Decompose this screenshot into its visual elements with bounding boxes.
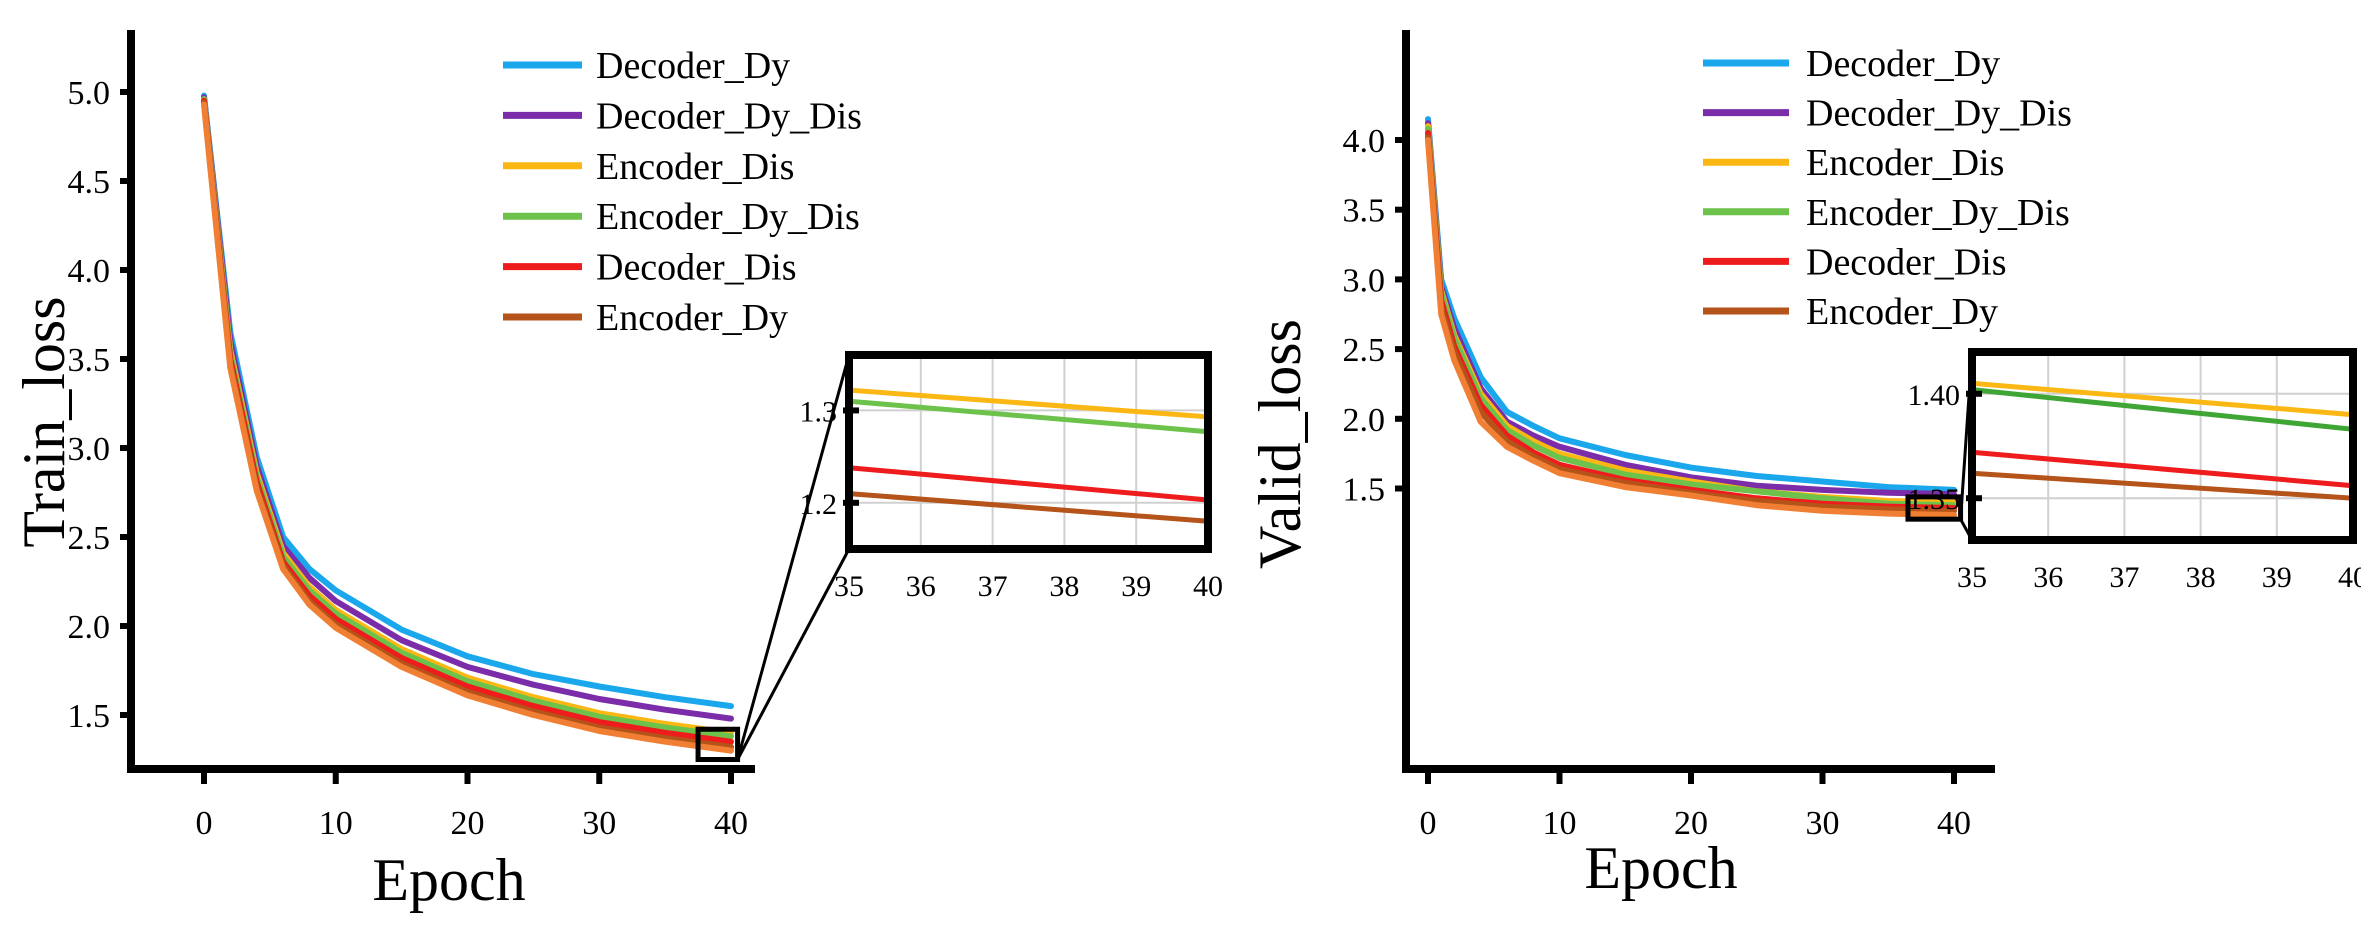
valid-legend-label: Encoder_Dy xyxy=(1806,291,1998,333)
train-y-tick-label: 2.5 xyxy=(68,520,111,557)
train-y-axis-title: Train_loss xyxy=(11,296,77,547)
train-x-tick-label: 30 xyxy=(582,805,616,842)
valid-y-tick-label: 2.5 xyxy=(1343,332,1386,369)
train-legend-label: Encoder_Dis xyxy=(596,146,794,188)
valid-inset-frame xyxy=(1968,348,2357,544)
valid-inset-x-tick-label: 39 xyxy=(2262,561,2292,594)
train-series-line-decoder-dy-dis xyxy=(201,94,734,722)
valid-legend-label: Decoder_Dis xyxy=(1806,241,2006,283)
train-inset-x-tick-label: 35 xyxy=(834,570,864,603)
valid-legend-label: Decoder_Dy_Dis xyxy=(1806,93,2072,135)
valid-inset-series-line-encoder-dy xyxy=(1971,470,2354,501)
valid-y-tick-label: 2.0 xyxy=(1343,402,1386,439)
valid-legend-label: Encoder_Dis xyxy=(1806,142,2004,184)
valid-x-tick-label: 0 xyxy=(1420,805,1437,842)
valid-y-tick-label: 3.0 xyxy=(1343,262,1386,299)
train-series-line-unlabeled xyxy=(201,101,734,754)
valid-inset-x-tick-label: 37 xyxy=(2109,561,2139,594)
train-series-line-encoder-dis xyxy=(201,96,734,736)
valid-inset-x-tick-label: 36 xyxy=(2033,561,2063,594)
valid-legend-label: Decoder_Dy xyxy=(1806,43,2000,85)
train-x-tick-label: 20 xyxy=(451,805,485,842)
train-inset-x-tick-label: 40 xyxy=(1193,570,1223,603)
valid-inset-x-tick-label: 40 xyxy=(2338,561,2361,594)
train-zoom-connector xyxy=(736,354,851,760)
train-inset-series-line-encoder-dy xyxy=(848,491,1209,524)
train-legend-label: Encoder_Dy xyxy=(596,297,788,339)
train-x-tick-label: 0 xyxy=(196,805,213,842)
valid-inset-series-line-decoder-dis xyxy=(1971,449,2354,489)
train-inset-series-line-encoder-dy-dis xyxy=(848,398,1209,435)
valid-inset-series-line-encoder-dy-dis xyxy=(1971,387,2354,432)
train-inset-x-tick-label: 39 xyxy=(1121,570,1151,603)
train-legend-label: Decoder_Dis xyxy=(596,247,796,289)
train-x-tick-label: 10 xyxy=(319,805,353,842)
valid-x-tick-label: 30 xyxy=(1806,805,1840,842)
train-y-tick-label: 2.0 xyxy=(68,609,111,646)
train-y-tick-label: 3.0 xyxy=(68,431,111,468)
valid-y-tick-label: 1.5 xyxy=(1343,472,1386,509)
valid-x-tick-label: 10 xyxy=(1543,805,1577,842)
valid-y-tick-label: 3.5 xyxy=(1343,193,1386,230)
train-legend-label: Decoder_Dy_Dis xyxy=(596,95,862,137)
train-inset-series-line-decoder-dis xyxy=(848,465,1209,503)
valid-x-tick-label: 20 xyxy=(1674,805,1708,842)
train-y-tick-label: 3.5 xyxy=(68,342,111,379)
train-series-line-encoder-dy-dis xyxy=(201,96,734,740)
train-y-tick-label: 1.5 xyxy=(68,698,111,735)
train-zoom-box xyxy=(695,726,741,762)
train-y-tick-label: 5.0 xyxy=(68,75,111,112)
train-zoom-connector xyxy=(736,548,851,761)
train-legend-label: Encoder_Dy_Dis xyxy=(596,196,860,238)
valid-x-tick-label: 40 xyxy=(1937,805,1971,842)
train-inset-x-tick-label: 37 xyxy=(978,570,1008,603)
train-legend-label: Decoder_Dy xyxy=(596,45,790,87)
valid-inset-y-tick-label: 1.35 xyxy=(1908,483,1961,516)
train-x-tick-label: 40 xyxy=(714,805,748,842)
valid-loss-panel: Epoch Valid_loss 1.5 2.0 2.5 3.0 3.5 4.0 0 10 20… xyxy=(1247,30,2361,901)
valid-y-tick-label: 4.0 xyxy=(1343,123,1386,160)
valid-series-line-unlabeled xyxy=(1425,137,1957,518)
train-inset-series-line-encoder-dis xyxy=(848,387,1209,420)
valid-y-axis-title: Valid_loss xyxy=(1247,319,1313,569)
train-inset-y-tick-label: 1.2 xyxy=(800,488,838,521)
valid-legend-label: Encoder_Dy_Dis xyxy=(1806,192,2070,234)
train-y-tick-label: 4.5 xyxy=(68,164,111,201)
train-inset-frame xyxy=(845,351,1212,553)
valid-inset-y-tick-label: 1.40 xyxy=(1908,379,1961,412)
valid-x-axis-title: Epoch xyxy=(1584,835,1737,901)
valid-inset-x-tick-label: 38 xyxy=(2186,561,2216,594)
train-inset-background xyxy=(849,355,1208,549)
train-x-axis-title: Epoch xyxy=(372,847,525,913)
train-inset-y-tick-label: 1.3 xyxy=(800,395,838,428)
valid-inset-background xyxy=(1972,352,2353,540)
valid-inset-series-line-encoder-dis xyxy=(1971,380,2354,418)
train-loss-panel: Epoch Train_loss 1.5 2.0 2.5 3.0 3.5 4.0 4.5 5.… xyxy=(11,30,1223,913)
train-y-tick-label: 4.0 xyxy=(68,253,111,290)
valid-inset-x-tick-label: 35 xyxy=(1957,561,1987,594)
train-inset-x-tick-label: 38 xyxy=(1049,570,1079,603)
train-inset-x-tick-label: 36 xyxy=(906,570,936,603)
